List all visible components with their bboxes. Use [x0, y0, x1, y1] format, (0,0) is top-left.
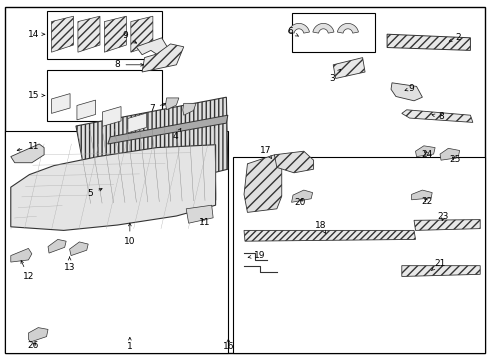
Polygon shape	[186, 205, 213, 223]
Polygon shape	[76, 97, 228, 203]
Polygon shape	[412, 190, 432, 200]
Polygon shape	[70, 242, 88, 256]
Text: 9: 9	[405, 84, 415, 93]
Text: 17: 17	[260, 146, 271, 158]
Text: 16: 16	[222, 339, 234, 351]
Polygon shape	[11, 145, 216, 230]
Polygon shape	[288, 23, 310, 33]
Text: 23: 23	[438, 212, 449, 221]
Polygon shape	[51, 94, 70, 113]
Polygon shape	[274, 151, 314, 173]
Polygon shape	[402, 266, 480, 276]
Polygon shape	[104, 16, 126, 52]
Text: 13: 13	[64, 257, 75, 271]
Bar	[5, 131, 228, 353]
Polygon shape	[11, 248, 32, 262]
Text: 20: 20	[294, 198, 306, 207]
Polygon shape	[337, 23, 359, 33]
Polygon shape	[102, 107, 121, 126]
Polygon shape	[244, 230, 416, 241]
Text: 12: 12	[21, 261, 34, 281]
Text: 14: 14	[27, 30, 45, 39]
Polygon shape	[387, 34, 470, 50]
Text: 15: 15	[27, 91, 45, 100]
Polygon shape	[414, 220, 480, 230]
Polygon shape	[77, 100, 96, 120]
Polygon shape	[440, 148, 460, 160]
Polygon shape	[313, 23, 334, 33]
Text: 5: 5	[88, 189, 102, 198]
Text: 6: 6	[288, 27, 299, 36]
Text: 1: 1	[127, 337, 133, 351]
Text: 11: 11	[17, 142, 39, 151]
Polygon shape	[166, 98, 179, 110]
Text: 25: 25	[449, 154, 461, 163]
Polygon shape	[136, 38, 171, 58]
Text: 19: 19	[248, 251, 266, 260]
Polygon shape	[142, 44, 184, 72]
Polygon shape	[183, 103, 196, 115]
Polygon shape	[11, 144, 44, 163]
Text: 24: 24	[422, 150, 433, 158]
Bar	[292, 13, 375, 52]
Polygon shape	[131, 16, 153, 52]
Polygon shape	[402, 110, 473, 122]
Text: 11: 11	[199, 218, 211, 227]
Text: 4: 4	[172, 129, 181, 141]
Polygon shape	[244, 155, 282, 212]
Text: 18: 18	[315, 220, 327, 233]
Polygon shape	[416, 146, 435, 157]
Polygon shape	[292, 190, 313, 202]
Polygon shape	[391, 83, 422, 101]
Text: 2: 2	[449, 33, 461, 42]
Text: 26: 26	[27, 341, 39, 350]
Bar	[47, 11, 162, 59]
Bar	[233, 157, 485, 353]
Polygon shape	[78, 16, 100, 52]
Text: 8: 8	[115, 60, 144, 69]
Text: 21: 21	[432, 259, 446, 270]
Polygon shape	[108, 115, 228, 144]
Bar	[47, 70, 162, 121]
Text: 9: 9	[122, 31, 137, 43]
Text: 10: 10	[124, 223, 136, 246]
Text: 22: 22	[422, 197, 433, 206]
Polygon shape	[51, 16, 74, 52]
Polygon shape	[333, 58, 365, 78]
Text: 7: 7	[149, 103, 166, 112]
Text: 8: 8	[432, 112, 444, 121]
Polygon shape	[28, 328, 48, 342]
Polygon shape	[48, 239, 66, 253]
Polygon shape	[128, 113, 147, 133]
Text: 3: 3	[329, 69, 341, 83]
